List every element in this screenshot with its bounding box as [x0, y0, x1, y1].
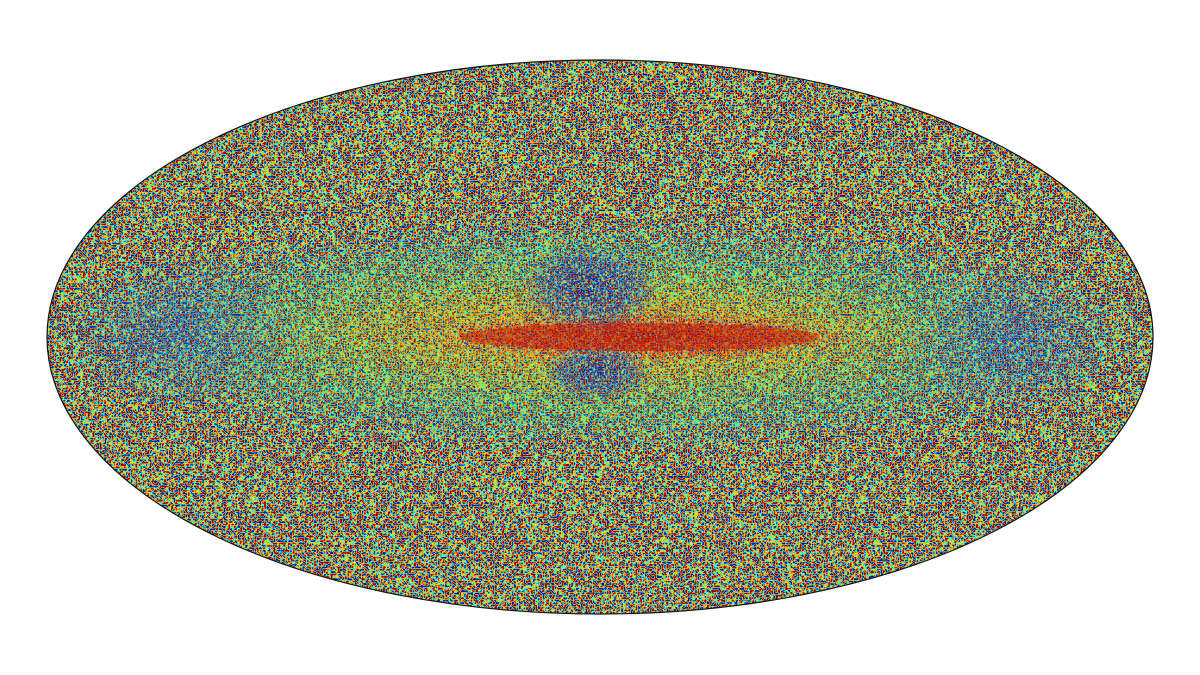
galactic-plane-solid [460, 323, 820, 351]
sky-field [47, 60, 1153, 614]
galactic-plane [47, 215, 1153, 455]
right-blue-region [900, 260, 1120, 420]
lower-blue-lobe [543, 342, 653, 402]
upper-blue-lobe [520, 243, 660, 333]
core-streak [460, 323, 820, 351]
left-blue-region [60, 250, 300, 410]
map-border [46, 59, 1154, 615]
bulge-core [420, 311, 860, 363]
